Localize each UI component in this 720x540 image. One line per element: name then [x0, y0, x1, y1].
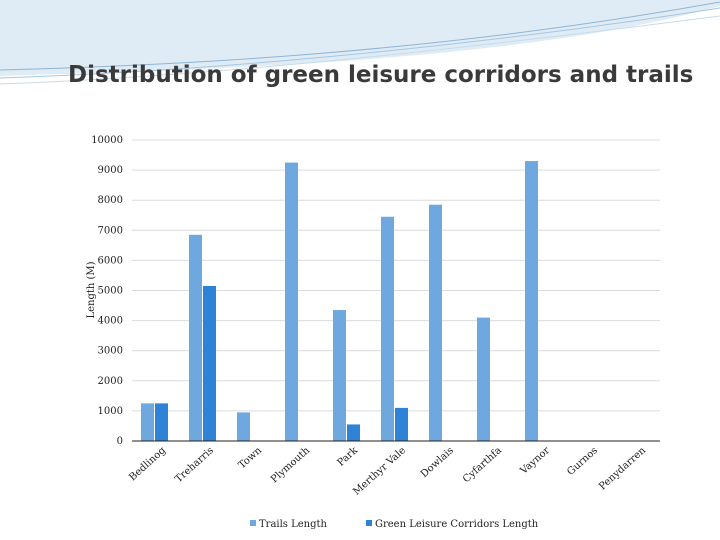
bar-trails: [237, 412, 250, 441]
bar-trails: [333, 310, 346, 441]
slide-title: Distribution of green leisure corridors …: [68, 62, 694, 88]
x-tick-label: Merthyr Vale: [351, 445, 408, 498]
x-tick-label: Gurnos: [565, 445, 600, 478]
bar-trails: [429, 204, 442, 441]
bar-corridors: [347, 424, 360, 441]
y-tick-label: 6000: [98, 255, 123, 266]
y-tick-label: 10000: [91, 135, 123, 146]
bar-corridors: [203, 285, 216, 441]
x-tick-label: Vaynor: [518, 445, 552, 478]
y-tick-label: 1000: [98, 406, 123, 417]
legend: Trails Length Green Leisure Corridors Le…: [250, 519, 539, 530]
y-tick-label: 7000: [98, 225, 123, 236]
x-tick-label: Treharris: [173, 445, 216, 485]
swoosh-line-2: [0, 7, 720, 79]
legend-swatch-corridors: [366, 520, 372, 526]
y-axis-title: Length (M): [86, 261, 97, 318]
y-tick-label: 9000: [98, 165, 123, 176]
bar-trails: [189, 234, 202, 441]
decorative-swoosh: [0, 0, 720, 85]
swoosh-band: [0, 0, 720, 76]
gridlines: [132, 139, 660, 412]
bar-trails: [381, 216, 394, 441]
y-tick-label: 3000: [98, 346, 123, 357]
y-tick-labels: 0 1000 2000 3000 4000 5000 6000 7000 8000 9000 100…: [91, 135, 123, 447]
legend-swatch-trails: [250, 520, 256, 526]
x-tick-label: Park: [335, 444, 360, 468]
bar-trails: [477, 317, 490, 441]
bars: [141, 161, 538, 441]
bar-trails: [141, 403, 154, 441]
y-tick-label: 2000: [98, 376, 123, 387]
legend-label-trails: Trails Length: [259, 519, 328, 530]
x-tick-label: Bedlinog: [127, 445, 168, 484]
swoosh-line-1: [0, 1, 720, 71]
legend-label-corridors: Green Leisure Corridors Length: [375, 519, 539, 530]
bar-trails: [525, 161, 538, 441]
swoosh-line-3: [0, 15, 720, 85]
bar-corridors: [155, 403, 168, 441]
bar-trails: [285, 162, 298, 441]
x-tick-labels: Bedlinog Treharris Town Plymouth ParkMerthyr…: [127, 444, 648, 497]
y-tick-label: 4000: [98, 316, 123, 327]
y-tick-label: 5000: [98, 286, 123, 297]
x-tick-label: Cyfarthfa: [461, 445, 504, 485]
x-tick-label: Dowlais: [419, 445, 456, 480]
y-tick-label: 8000: [98, 195, 123, 206]
y-tick-label: 0: [117, 436, 123, 447]
bar-corridors: [395, 407, 408, 441]
x-tick-label: Penydarren: [597, 445, 648, 493]
x-tick-label: Plymouth: [269, 445, 312, 486]
x-tick-label: Town: [237, 445, 265, 472]
